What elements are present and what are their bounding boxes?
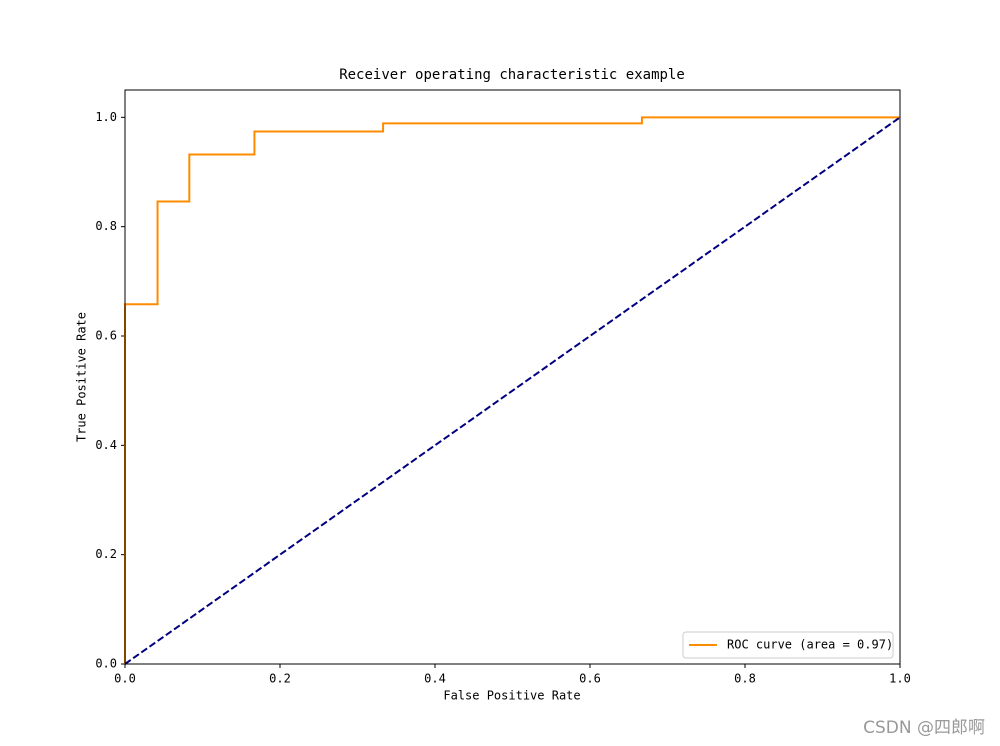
- x-tick-label: 0.0: [114, 672, 136, 686]
- legend-label: ROC curve (area = 0.97): [727, 638, 893, 652]
- x-tick-label: 0.6: [579, 672, 601, 686]
- y-axis-label: True Positive Rate: [75, 312, 89, 442]
- line-series: [124, 116, 900, 664]
- chart-title: Receiver operating characteristic exampl…: [339, 67, 685, 83]
- y-tick-label: 0.2: [95, 547, 117, 561]
- y-tick-label: 0.6: [95, 329, 117, 343]
- x-tick-label: 0.8: [734, 672, 756, 686]
- legend-box: [682, 631, 894, 659]
- y-tick-label: 1.0: [95, 110, 117, 124]
- line-series: [124, 116, 901, 665]
- watermark: CSDN @四郎啊: [863, 718, 985, 738]
- y-tick-label: 0.0: [95, 657, 117, 671]
- x-axis-label: False Positive Rate: [443, 689, 580, 703]
- y-tick-label: 0.8: [95, 219, 117, 233]
- x-tick-label: 1.0: [889, 672, 911, 686]
- y-tick-label: 0.4: [95, 438, 117, 452]
- x-tick-label: 0.4: [424, 672, 446, 686]
- plot-frame: [124, 89, 901, 665]
- x-tick-label: 0.2: [269, 672, 291, 686]
